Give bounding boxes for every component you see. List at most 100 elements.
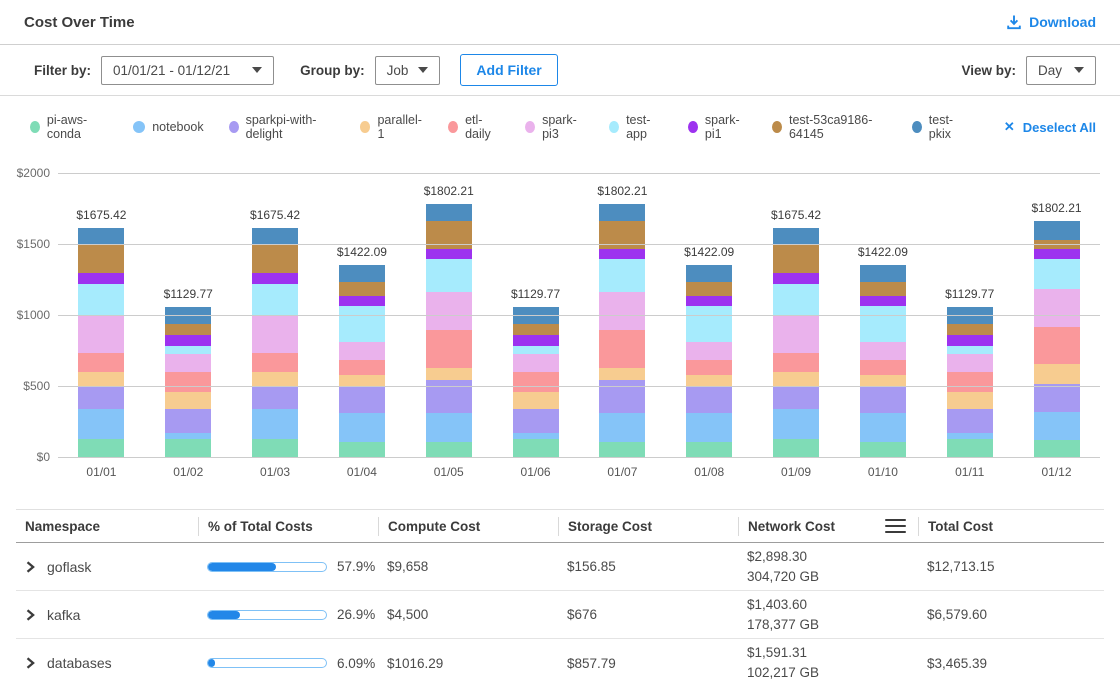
bar-segment	[860, 413, 906, 442]
bar-total-label: $1675.42	[76, 208, 126, 222]
bar-segment	[686, 375, 732, 386]
percent-progress-bar	[207, 562, 327, 572]
filter-toolbar: Filter by: 01/01/21 - 01/12/21 Group by:…	[0, 45, 1120, 96]
download-label: Download	[1029, 14, 1096, 30]
gridline	[58, 386, 1100, 387]
bar-segment	[686, 342, 732, 360]
bar-segment	[78, 353, 124, 372]
legend-item[interactable]: etl-daily	[448, 113, 500, 141]
network-gb-value: 178,377 GB	[747, 615, 918, 635]
progress-fill	[208, 659, 215, 667]
legend-item[interactable]: test-app	[609, 113, 663, 141]
bar-segment	[860, 342, 906, 360]
bar-segment	[165, 354, 211, 373]
bar-segment	[686, 282, 732, 295]
legend-color-dot	[229, 121, 239, 133]
add-filter-button[interactable]: Add Filter	[460, 54, 557, 86]
bar-total-label: $1802.21	[597, 184, 647, 198]
namespace-label: databases	[47, 655, 112, 671]
legend-item[interactable]: parallel-1	[360, 113, 423, 141]
stacked-bar	[513, 307, 559, 457]
x-axis-tick-label: 01/01	[58, 465, 145, 479]
namespace-cost-table: Namespace % of Total Costs Compute Cost …	[16, 509, 1104, 687]
view-by-select[interactable]: Day	[1026, 56, 1096, 85]
network-cost-cell: $1,591.31 102,217 GB	[738, 643, 918, 683]
bar-segment	[339, 413, 385, 442]
column-header-total: Total Cost	[918, 517, 1104, 536]
bar-segment	[773, 245, 819, 272]
deselect-all-button[interactable]: ✕ Deselect All	[1004, 119, 1096, 135]
y-axis-tick-label: $2000	[17, 166, 50, 180]
y-axis-tick-label: $1000	[17, 308, 50, 322]
bar-total-label: $1129.77	[945, 287, 994, 301]
chart-legend: pi-aws-conda notebook sparkpi-with-delig…	[0, 96, 1120, 149]
bar-segment	[773, 439, 819, 457]
bar-segment	[513, 354, 559, 373]
bar-segment	[860, 282, 906, 295]
namespace-label: goflask	[47, 559, 91, 575]
bar-segment	[78, 387, 124, 409]
view-by-label: View by:	[961, 63, 1016, 78]
chevron-down-icon	[252, 67, 262, 73]
bar-segment	[78, 372, 124, 387]
bar-segment	[1034, 327, 1080, 364]
bar-segment	[773, 315, 819, 353]
percent-label: 57.9%	[337, 559, 375, 574]
download-button[interactable]: Download	[1006, 14, 1096, 30]
bar-segment	[599, 292, 645, 331]
expand-chevron-icon[interactable]	[25, 609, 36, 621]
legend-color-dot	[688, 121, 698, 133]
legend-item[interactable]: spark-pi1	[688, 113, 747, 141]
bar-segment	[1034, 412, 1080, 440]
legend-color-dot	[772, 121, 782, 133]
date-range-select[interactable]: 01/01/21 - 01/12/21	[101, 56, 274, 85]
bar-segment	[165, 346, 211, 353]
legend-item[interactable]: test-pkix	[912, 113, 967, 141]
legend-item[interactable]: pi-aws-conda	[30, 113, 108, 141]
x-axis-tick-label: 01/12	[1013, 465, 1100, 479]
expand-chevron-icon[interactable]	[25, 657, 36, 669]
gridline	[58, 457, 1100, 458]
bar-segment	[860, 386, 906, 413]
network-cost-value: $2,898.30	[747, 547, 918, 567]
bar-segment	[773, 409, 819, 438]
bar-segment	[78, 284, 124, 314]
filter-by-label: Filter by:	[34, 63, 91, 78]
bar-segment	[252, 273, 298, 285]
bar-segment	[78, 409, 124, 438]
bar-segment	[513, 439, 559, 457]
legend-item[interactable]: notebook	[133, 120, 203, 134]
column-header-network-label: Network Cost	[748, 519, 835, 534]
bar-segment	[339, 306, 385, 342]
percent-progress-bar	[207, 610, 327, 620]
legend-item-label: spark-pi1	[705, 113, 747, 141]
legend-item[interactable]: test-53ca9186-64145	[772, 113, 887, 141]
bar-segment	[599, 249, 645, 259]
bar-segment	[947, 392, 993, 409]
bar-segment	[773, 273, 819, 285]
bar-segment	[252, 409, 298, 438]
close-icon: ✕	[1004, 119, 1015, 135]
bar-segment	[78, 439, 124, 457]
stacked-bar	[165, 307, 211, 457]
bar-total-label: $1422.09	[684, 245, 734, 259]
bar-segment	[165, 409, 211, 432]
legend-item[interactable]: spark-pi3	[525, 113, 584, 141]
bar-segment	[513, 409, 559, 432]
cost-over-time-chart: $2000$1500$1000$500$0 $1675.42 $1129.77 …	[16, 173, 1100, 479]
bar-segment	[686, 442, 732, 457]
bar-segment	[947, 346, 993, 353]
chevron-down-icon	[1074, 67, 1084, 73]
bar-segment	[165, 392, 211, 409]
bar-segment	[860, 296, 906, 306]
stacked-bar	[1034, 221, 1080, 457]
group-by-label: Group by:	[300, 63, 365, 78]
bar-segment	[78, 315, 124, 353]
group-by-select[interactable]: Job	[375, 56, 441, 85]
y-axis-tick-label: $1500	[17, 237, 50, 251]
column-menu-icon[interactable]	[883, 517, 908, 536]
expand-chevron-icon[interactable]	[25, 561, 36, 573]
view-by-value: Day	[1038, 63, 1062, 78]
page-title: Cost Over Time	[24, 14, 135, 31]
legend-item[interactable]: sparkpi-with-delight	[229, 113, 335, 141]
